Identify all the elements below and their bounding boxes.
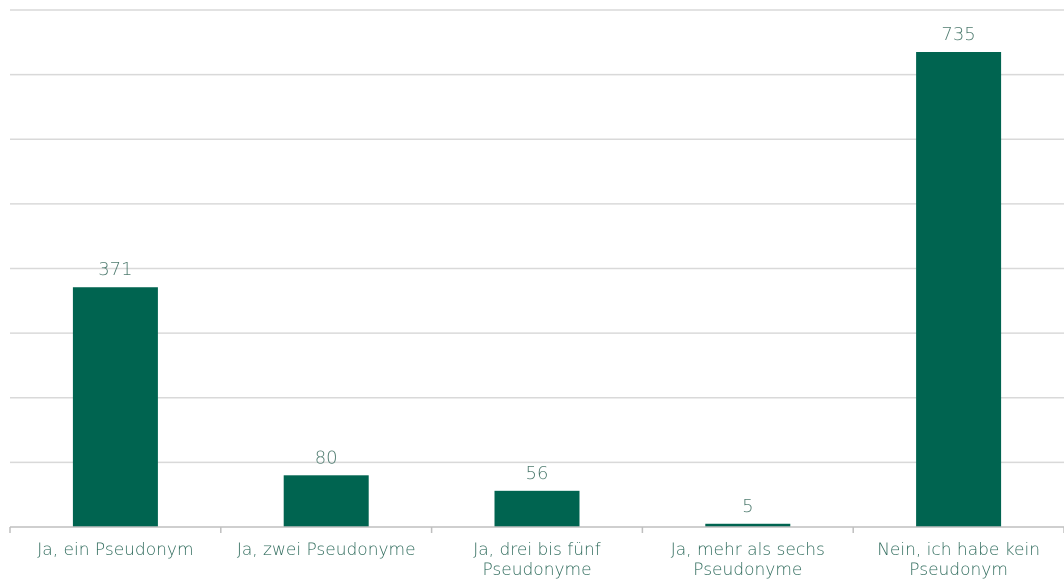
data-label: 5	[742, 496, 753, 517]
bar	[916, 52, 1002, 527]
bars	[72, 52, 1002, 527]
bar	[283, 475, 369, 527]
category-label: Ja, mehr als sechs Pseudonyme	[671, 540, 825, 580]
bar	[705, 523, 791, 527]
data-label: 56	[526, 463, 549, 484]
category-label: Ja, zwei Pseudonyme	[237, 540, 416, 560]
bar	[494, 490, 580, 527]
category-label: Ja, drei bis fünf Pseudonyme	[473, 540, 601, 580]
category-label: Nein, ich habe kein Pseudonym	[877, 540, 1040, 580]
data-labels: 371 80 56 5 735	[98, 24, 976, 517]
category-label: Ja, ein Pseudonym	[37, 540, 193, 560]
x-axis: Ja, ein Pseudonym Ja, zwei Pseudonyme Ja, …	[9, 526, 1064, 580]
data-label: 371	[98, 259, 132, 280]
gridlines	[10, 9, 1064, 464]
data-label: 80	[315, 447, 338, 468]
data-label: 735	[941, 24, 975, 45]
bar	[72, 287, 158, 527]
